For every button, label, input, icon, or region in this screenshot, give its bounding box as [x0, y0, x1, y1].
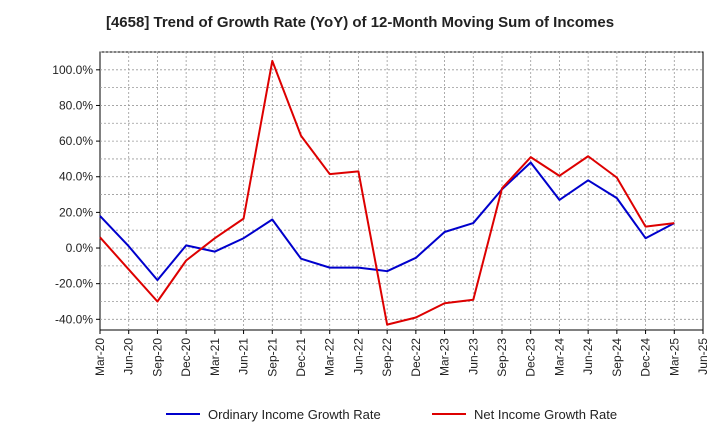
series-line-net-income [99, 59, 675, 326]
y-tick-label: 60.0% [59, 134, 93, 148]
x-tick-label: Sep-21 [265, 338, 279, 377]
x-tick-label: Mar-20 [93, 338, 107, 376]
plot-area [99, 51, 704, 331]
x-tick-label: Mar-23 [438, 338, 452, 376]
x-tick-label: Dec-20 [179, 338, 193, 377]
x-tick-label: Sep-24 [610, 338, 624, 377]
x-tick-label: Sep-23 [495, 338, 509, 377]
y-tick-label: 40.0% [59, 170, 93, 184]
y-tick-label: 80.0% [59, 98, 93, 112]
x-tick-label: Jun-24 [581, 338, 595, 375]
y-tick-label: 20.0% [59, 205, 93, 219]
x-tick-label: Jun-23 [466, 338, 480, 375]
series-line-ordinary-income [99, 161, 675, 282]
x-tick-label: Jun-22 [351, 338, 365, 375]
y-tick-label: -20.0% [55, 277, 93, 291]
x-tick-label: Sep-22 [380, 338, 394, 377]
x-tick-label: Mar-25 [667, 338, 681, 376]
y-tick-label: -40.0% [55, 312, 93, 326]
x-tick-label: Mar-24 [552, 338, 566, 376]
x-tick-label: Mar-21 [208, 338, 222, 376]
x-tick-label: Jun-20 [122, 338, 136, 375]
x-tick-label: Jun-25 [696, 338, 710, 375]
legend-label: Ordinary Income Growth Rate [208, 407, 381, 422]
chart-title: [4658] Trend of Growth Rate (YoY) of 12-… [105, 14, 615, 31]
x-tick-label: Dec-21 [294, 338, 308, 377]
x-tick-label: Dec-23 [524, 338, 538, 377]
x-tick-label: Dec-24 [639, 338, 653, 377]
x-tick-label: Dec-22 [409, 338, 423, 377]
legend-label: Net Income Growth Rate [474, 407, 617, 422]
x-tick-label: Sep-20 [150, 338, 164, 377]
y-tick-label: 0.0% [66, 241, 94, 255]
x-tick-label: Mar-22 [323, 338, 337, 376]
x-tick-label: Jun-21 [237, 338, 251, 375]
y-tick-label: 100.0% [52, 63, 93, 77]
